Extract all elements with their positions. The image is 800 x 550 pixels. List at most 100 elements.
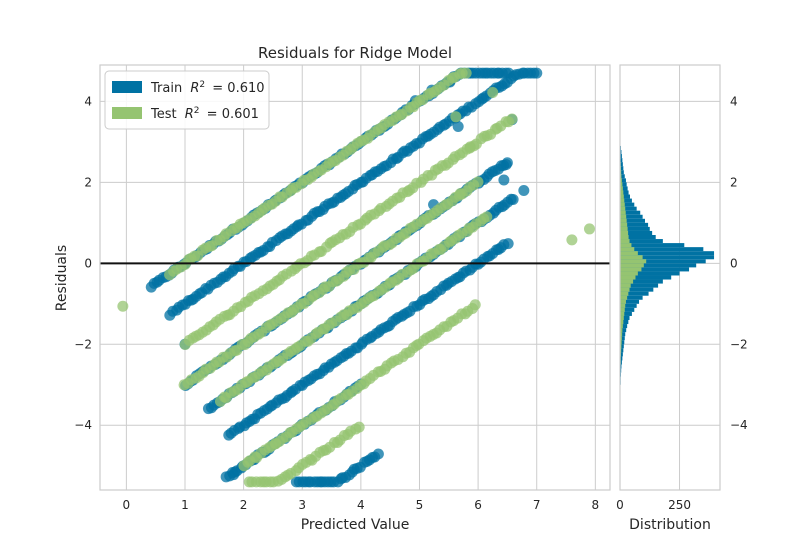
histogram-bar <box>620 247 635 252</box>
histogram-bar <box>620 226 650 231</box>
histogram-bar <box>620 235 656 240</box>
histogram-bar <box>620 178 626 183</box>
histogram-bar <box>620 194 630 199</box>
residuals-plot-panel: 0 1 2 3 4 5 6 7 8 −4 −2 0 2 4 <box>74 64 611 512</box>
histogram-bar <box>620 307 635 312</box>
histogram-x-tick-labels: 0 250 <box>616 498 691 512</box>
histogram-bar <box>620 336 622 341</box>
histogram-bar <box>620 283 659 288</box>
histogram-bar <box>620 239 663 244</box>
y-tick-label: −2 <box>74 337 92 351</box>
histogram-bar <box>620 182 623 187</box>
histogram-bar <box>620 311 632 316</box>
legend-test-name: Test <box>150 107 177 122</box>
histogram-bar <box>620 328 627 333</box>
histogram-bar <box>620 162 623 167</box>
scatter-point <box>518 184 530 196</box>
scatter-point <box>566 234 578 246</box>
x-tick-label: 8 <box>592 498 600 512</box>
histogram-bar <box>620 344 622 349</box>
histogram-bar <box>620 340 625 345</box>
scatter-points <box>117 67 595 488</box>
histogram-y-tick-label: 4 <box>730 94 738 108</box>
x-tick-label: 2 <box>240 498 248 512</box>
scatter-point <box>498 174 510 186</box>
histogram-bar <box>620 186 628 191</box>
legend-box <box>104 70 270 130</box>
histogram-bar <box>620 267 690 272</box>
histogram-bar <box>620 344 624 349</box>
x-tick-label: 3 <box>298 498 306 512</box>
histogram-y-tick-label: −2 <box>730 337 748 351</box>
x-tick-label: 1 <box>181 498 189 512</box>
histogram-bar <box>620 271 680 276</box>
histogram-bar <box>620 275 672 280</box>
chart-title: Residuals for Ridge Model <box>258 44 452 62</box>
histogram-bar <box>620 271 638 276</box>
histogram-bar <box>620 222 628 227</box>
legend-train-name: Train <box>150 81 182 96</box>
histogram-y-tick-label: 2 <box>730 175 738 189</box>
histogram-bar <box>620 206 626 211</box>
histogram-bar <box>620 336 625 341</box>
scatter-point <box>117 300 129 312</box>
histogram-x-tick-label: 0 <box>616 498 624 512</box>
scatter-point <box>507 193 519 205</box>
legend-test-r2: 0.601 <box>222 107 259 122</box>
histogram-bar <box>620 263 644 268</box>
histogram-bar <box>620 315 630 320</box>
histogram-x-axis-label: Distribution <box>629 517 711 533</box>
scatter-point <box>500 159 512 171</box>
scatter-point <box>481 211 493 223</box>
histogram-bar <box>620 182 627 187</box>
histogram-bar <box>620 210 641 215</box>
legend-test-swatch <box>112 107 142 119</box>
scatter-point <box>487 87 499 99</box>
histogram-bar <box>620 178 622 183</box>
scatter-point <box>452 121 464 133</box>
histogram-bar <box>620 243 632 248</box>
histogram-x-tick-label: 250 <box>668 498 691 512</box>
histogram-bar <box>620 259 647 264</box>
histogram-bar <box>620 279 634 284</box>
histogram-bar <box>620 324 628 329</box>
histogram-bar <box>620 324 623 329</box>
histogram-bar <box>620 332 626 337</box>
histogram-bars <box>620 141 715 397</box>
histogram-bar <box>620 259 706 264</box>
main-plot-frame <box>99 64 611 491</box>
x-tick-label: 7 <box>533 498 541 512</box>
scatter-point <box>472 176 484 188</box>
histogram-bar <box>620 218 645 223</box>
histogram-y-tick-labels: −4 −2 0 2 4 <box>730 94 748 432</box>
x-tick-labels: 0 1 2 3 4 5 6 7 8 <box>123 498 600 512</box>
histogram-bar <box>620 340 622 345</box>
histogram-bar <box>620 170 624 175</box>
x-axis-label: Predicted Value <box>301 517 410 533</box>
legend: Train R2 = 0.610 Test R2 = 0.601 <box>104 70 270 130</box>
x-tick-label: 0 <box>123 498 131 512</box>
legend-train-label: Train R2 = 0.610 <box>150 80 265 96</box>
histogram-bar <box>620 202 625 207</box>
histogram-bar <box>620 239 630 244</box>
histogram-bar <box>620 150 622 155</box>
histogram-bar <box>620 255 715 260</box>
histogram-bar <box>620 190 629 195</box>
histogram-bar <box>620 356 623 361</box>
histogram-bar <box>620 299 626 304</box>
histogram-bar <box>620 283 631 288</box>
histogram-bar <box>620 202 635 207</box>
histogram-bar <box>620 267 642 272</box>
legend-test-label: Test R2 = 0.601 <box>150 106 259 122</box>
histogram-bar <box>620 315 624 320</box>
histogram-bar <box>620 174 622 179</box>
scatter-point <box>460 67 472 79</box>
scatter-point <box>469 299 481 311</box>
histogram-bar <box>620 287 630 292</box>
histogram-bar <box>620 255 643 260</box>
histogram-bar <box>620 214 643 219</box>
histogram-bar <box>620 198 632 203</box>
histogram-bar <box>620 235 629 240</box>
x-tick-label: 6 <box>474 498 482 512</box>
